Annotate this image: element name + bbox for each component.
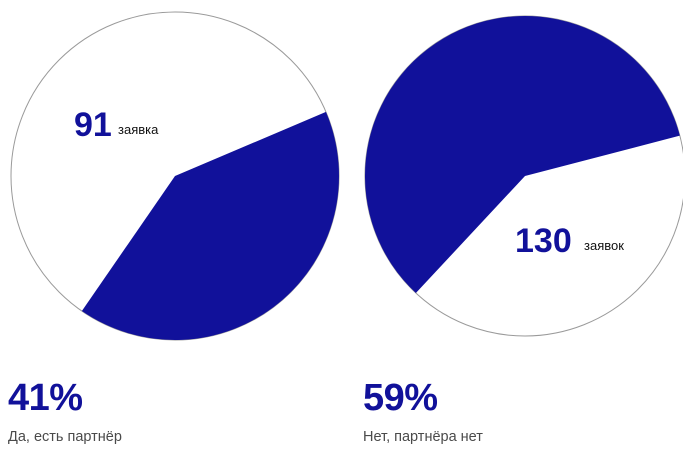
chart-2: 130 заявок — [364, 15, 683, 337]
pie-2-percent: 59% — [363, 377, 438, 419]
pie-2-count-unit: заявок — [584, 238, 624, 253]
pie-1-slice-highlighted — [81, 111, 339, 340]
pie-2-slice-highlighted — [364, 16, 680, 294]
chart-1: 91 заявка — [10, 11, 340, 341]
pie-2-caption: Нет, партнёра нет — [363, 429, 483, 445]
pie-1-count: 91 — [74, 106, 112, 144]
pie-1-outline — [10, 11, 340, 341]
pie-1-percent: 41% — [8, 377, 83, 419]
pie-1-caption: Да, есть партнёр — [8, 429, 122, 445]
pie-2-count: 130 — [515, 222, 572, 260]
pie-1-count-unit: заявка — [118, 122, 159, 137]
